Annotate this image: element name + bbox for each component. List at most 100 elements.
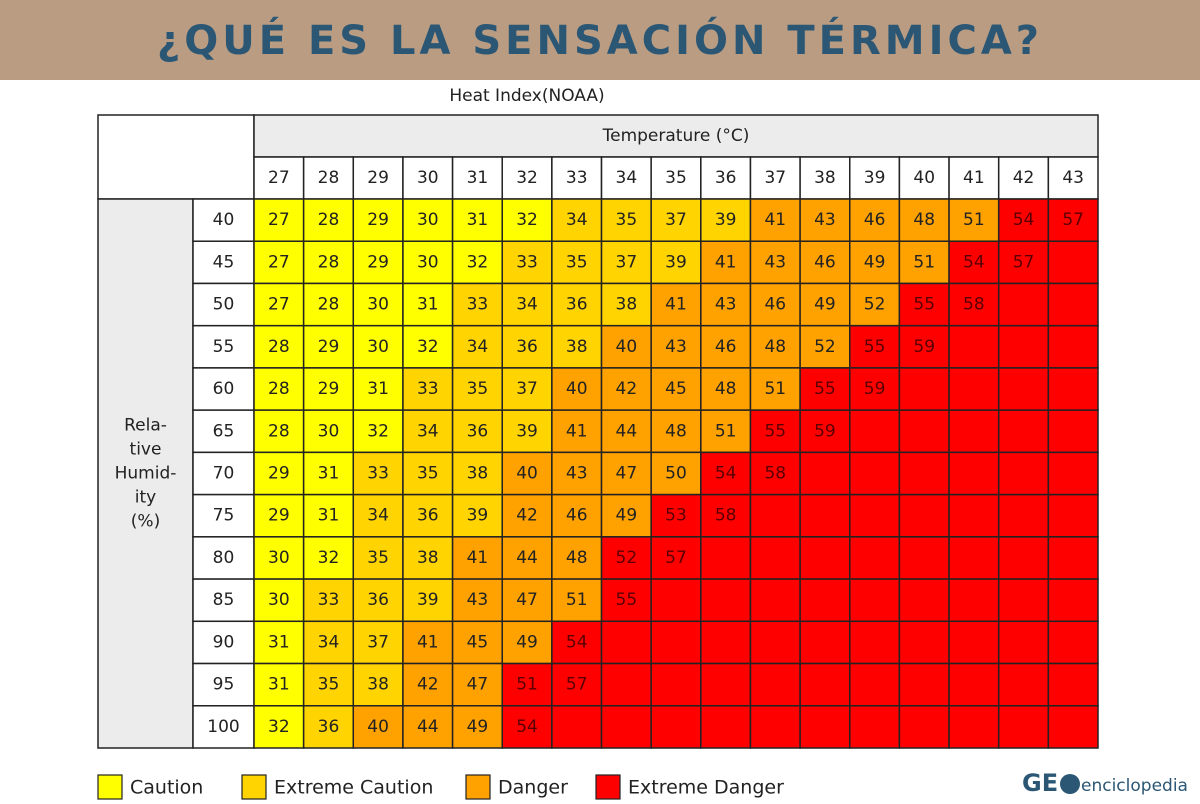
- heat-value: 40: [616, 337, 638, 357]
- heat-cell: [849, 536, 901, 580]
- heat-cell: [551, 705, 603, 749]
- heat-value: 29: [367, 252, 389, 272]
- heat-value: 36: [318, 717, 340, 737]
- heat-cell: [1047, 451, 1099, 496]
- heat-value: 32: [417, 337, 439, 357]
- heat-value: 48: [665, 421, 687, 441]
- heat-value: 37: [665, 210, 687, 230]
- heat-value: 31: [268, 632, 290, 652]
- temperature-value: 38: [814, 168, 836, 188]
- temperature-value: 33: [566, 168, 588, 188]
- temperature-value: 36: [715, 168, 737, 188]
- heat-value: 47: [616, 464, 638, 484]
- temperature-cell: [948, 156, 1000, 200]
- humidity-label-line: ity: [135, 488, 156, 508]
- heat-cell: [650, 282, 702, 327]
- heat-cell: [799, 620, 851, 665]
- heat-value: 52: [814, 337, 836, 357]
- heat-value: 55: [814, 379, 836, 399]
- heat-cell: [898, 620, 950, 665]
- heat-cell: [451, 198, 503, 242]
- heat-cell: [402, 282, 454, 327]
- heat-cell: [997, 451, 1050, 496]
- humidity-value: 70: [213, 464, 235, 484]
- heat-cell: [253, 282, 305, 327]
- heat-value: 57: [566, 675, 588, 695]
- heat-value: 35: [467, 379, 489, 399]
- heat-cell: [948, 367, 1000, 411]
- heat-cell: [352, 578, 404, 623]
- humidity-cell: [192, 705, 255, 749]
- heat-cell: [600, 662, 652, 707]
- heat-value: 28: [268, 421, 290, 441]
- heat-value: 59: [913, 337, 935, 357]
- heat-cell: [600, 324, 652, 369]
- heat-cell: [402, 620, 454, 665]
- heat-value: 55: [616, 590, 638, 610]
- heat-value: 32: [367, 421, 389, 441]
- heat-cell: [402, 198, 454, 242]
- heat-value: 29: [367, 210, 389, 230]
- heat-value: 49: [616, 506, 638, 526]
- heat-value: 40: [367, 717, 389, 737]
- heat-value: 44: [417, 717, 439, 737]
- heat-cell: [898, 662, 950, 707]
- heat-value: 47: [516, 590, 538, 610]
- heat-cell: [551, 324, 603, 369]
- heat-cell: [898, 536, 950, 580]
- heat-cell: [948, 324, 1000, 369]
- temperature-value: 32: [516, 168, 538, 188]
- temperature-cell: [302, 156, 355, 200]
- heat-value: 38: [467, 464, 489, 484]
- heat-value: 46: [864, 210, 886, 230]
- heat-cell: [700, 620, 752, 665]
- heat-cell: [1047, 536, 1099, 580]
- heat-value: 36: [516, 337, 538, 357]
- heat-value: 32: [516, 210, 538, 230]
- heat-cell: [749, 536, 801, 580]
- heat-cell: [650, 451, 702, 496]
- corner-cell: [97, 114, 255, 200]
- heat-value: 37: [367, 632, 389, 652]
- heat-cell: [352, 705, 404, 749]
- heat-value: 46: [814, 252, 836, 272]
- heat-cell: [1047, 705, 1099, 749]
- heat-cell: [1047, 620, 1099, 665]
- humidity-cell: [192, 409, 255, 454]
- heat-cell: [600, 451, 652, 496]
- heat-cell: [501, 198, 553, 242]
- heat-cell: [898, 367, 950, 411]
- temperature-cell: [799, 156, 851, 200]
- legend-label: Caution: [130, 777, 203, 799]
- heat-cell: [600, 705, 652, 749]
- heat-cell: [501, 240, 553, 285]
- temperature-cell: [650, 156, 702, 200]
- heat-cell: [253, 536, 305, 580]
- heat-cell: [700, 367, 752, 411]
- heat-cell: [948, 451, 1000, 496]
- heat-cell: [749, 578, 801, 623]
- heat-value: 33: [318, 590, 340, 610]
- humidity-cell: [192, 240, 255, 285]
- heat-value: 46: [764, 295, 786, 315]
- heat-cell: [700, 536, 752, 580]
- heat-cell: [451, 662, 503, 707]
- heat-value: 37: [516, 379, 538, 399]
- page-title: ¿QUÉ ES LA SENSACIÓN TÉRMICA?: [157, 16, 1043, 64]
- heat-value: 54: [963, 252, 985, 272]
- temperature-value: 31: [467, 168, 489, 188]
- heat-value: 40: [516, 464, 538, 484]
- heat-cell: [1047, 367, 1099, 411]
- header-band: [0, 0, 1200, 80]
- humidity-cell: [192, 282, 255, 327]
- heat-cell: [650, 620, 702, 665]
- humidity-cell: [192, 367, 255, 411]
- heat-cell: [551, 578, 603, 623]
- heat-value: 32: [268, 717, 290, 737]
- heat-value: 32: [467, 252, 489, 272]
- heat-value: 36: [566, 295, 588, 315]
- heat-value: 34: [566, 210, 588, 230]
- heat-value: 28: [268, 337, 290, 357]
- heat-value: 31: [467, 210, 489, 230]
- temperature-value: 39: [864, 168, 886, 188]
